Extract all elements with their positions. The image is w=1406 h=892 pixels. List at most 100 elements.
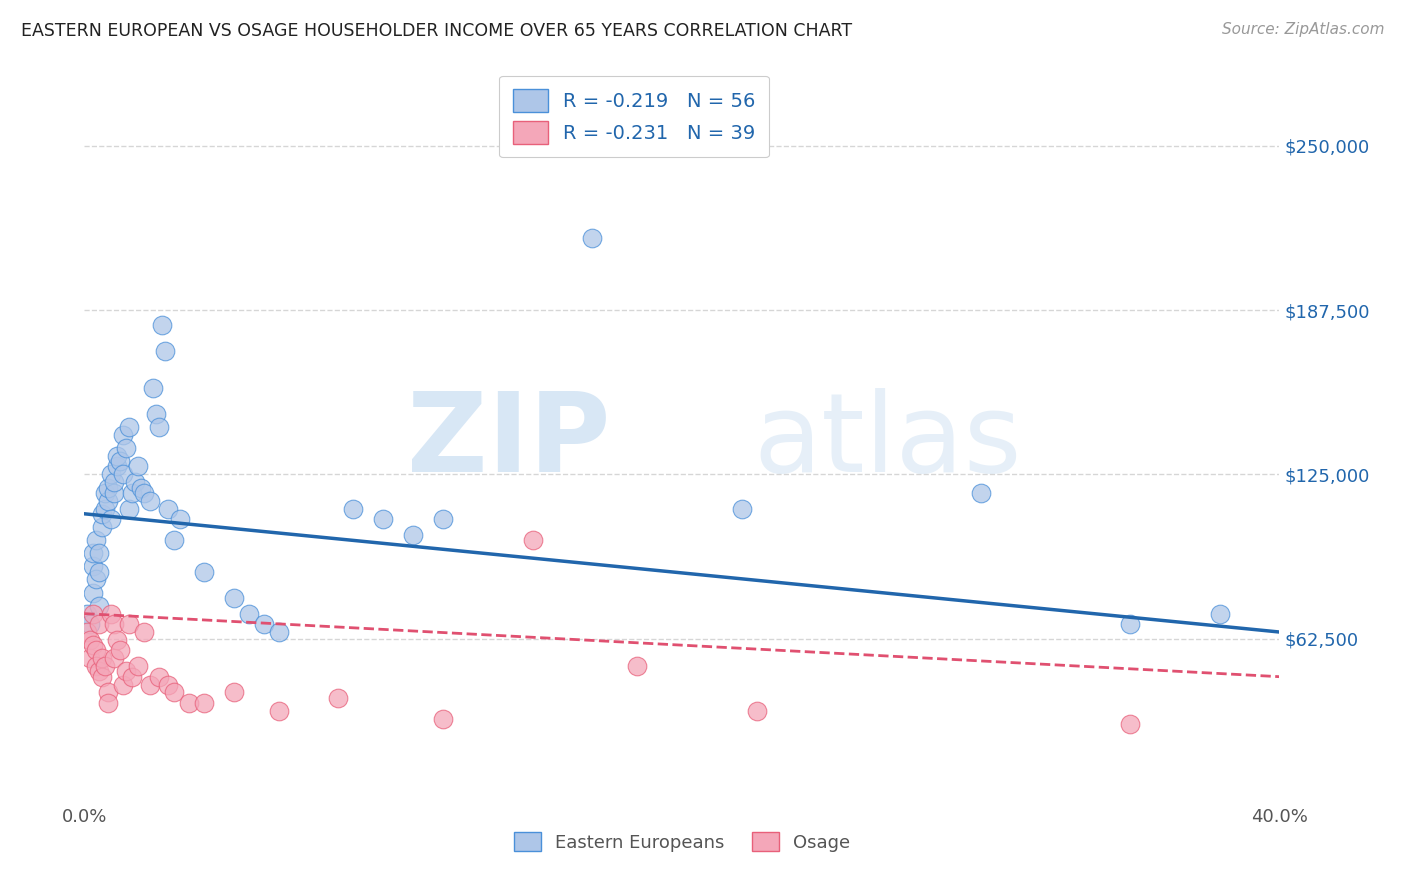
Point xyxy=(127,659,149,673)
Point xyxy=(89,617,111,632)
Point xyxy=(115,665,138,679)
Point xyxy=(139,677,162,691)
Point xyxy=(1119,617,1142,632)
Point xyxy=(163,533,186,547)
Point xyxy=(118,501,141,516)
Point xyxy=(105,632,128,647)
Point xyxy=(731,501,754,516)
Point xyxy=(112,677,135,691)
Text: Source: ZipAtlas.com: Source: ZipAtlas.com xyxy=(1222,22,1385,37)
Point xyxy=(127,459,149,474)
Point xyxy=(86,533,108,547)
Point xyxy=(163,685,186,699)
Point xyxy=(89,546,111,560)
Point xyxy=(153,343,176,358)
Point xyxy=(89,599,111,613)
Point xyxy=(626,659,648,673)
Point xyxy=(432,512,454,526)
Point xyxy=(94,485,117,500)
Legend: Eastern Europeans, Osage: Eastern Europeans, Osage xyxy=(506,825,858,859)
Point xyxy=(402,528,425,542)
Point xyxy=(103,651,125,665)
Point xyxy=(581,231,603,245)
Point xyxy=(82,585,104,599)
Point xyxy=(373,512,395,526)
Point xyxy=(110,643,132,657)
Point xyxy=(157,677,180,691)
Point xyxy=(267,625,290,640)
Point xyxy=(157,501,180,516)
Point xyxy=(82,546,104,560)
Point xyxy=(105,459,128,474)
Point xyxy=(97,685,120,699)
Point xyxy=(970,485,993,500)
Point xyxy=(79,651,101,665)
Point xyxy=(132,485,156,500)
Point xyxy=(97,696,120,710)
Point xyxy=(148,670,170,684)
Point xyxy=(169,512,191,526)
Text: atlas: atlas xyxy=(754,388,1022,495)
Point xyxy=(342,501,364,516)
Point xyxy=(86,643,108,657)
Point xyxy=(91,520,114,534)
Point xyxy=(522,533,544,547)
Point xyxy=(82,559,104,574)
Point xyxy=(121,670,143,684)
Point xyxy=(150,318,173,332)
Point xyxy=(132,625,156,640)
Text: EASTERN EUROPEAN VS OSAGE HOUSEHOLDER INCOME OVER 65 YEARS CORRELATION CHART: EASTERN EUROPEAN VS OSAGE HOUSEHOLDER IN… xyxy=(21,22,852,40)
Point xyxy=(100,607,122,621)
Point xyxy=(86,659,108,673)
Point xyxy=(145,407,167,421)
Point xyxy=(253,617,276,632)
Point xyxy=(82,607,104,621)
Point xyxy=(86,573,108,587)
Point xyxy=(97,493,120,508)
Point xyxy=(100,467,122,482)
Point xyxy=(124,475,146,490)
Point xyxy=(76,607,98,621)
Point xyxy=(121,485,143,500)
Point xyxy=(115,441,138,455)
Point xyxy=(1209,607,1232,621)
Point xyxy=(76,625,98,640)
Point xyxy=(100,512,122,526)
Point xyxy=(129,481,152,495)
Point xyxy=(97,481,120,495)
Point xyxy=(222,685,245,699)
Point xyxy=(91,670,114,684)
Point xyxy=(89,665,111,679)
Point xyxy=(745,704,768,718)
Point xyxy=(94,501,117,516)
Point xyxy=(267,704,290,718)
Point xyxy=(177,696,200,710)
Point xyxy=(79,617,101,632)
Point xyxy=(91,651,114,665)
Point xyxy=(89,565,111,579)
Point xyxy=(112,428,135,442)
Point xyxy=(118,420,141,434)
Point xyxy=(103,475,125,490)
Point xyxy=(148,420,170,434)
Point xyxy=(79,632,101,647)
Point xyxy=(91,507,114,521)
Point xyxy=(112,467,135,482)
Text: ZIP: ZIP xyxy=(406,388,610,495)
Point xyxy=(118,617,141,632)
Point xyxy=(94,659,117,673)
Point xyxy=(103,485,125,500)
Point xyxy=(432,712,454,726)
Point xyxy=(139,493,162,508)
Point xyxy=(193,565,215,579)
Point xyxy=(82,638,104,652)
Point xyxy=(103,617,125,632)
Point xyxy=(105,449,128,463)
Point xyxy=(142,381,165,395)
Point xyxy=(1119,717,1142,731)
Point xyxy=(328,690,350,705)
Point xyxy=(238,607,260,621)
Point xyxy=(222,591,245,605)
Point xyxy=(110,454,132,468)
Point xyxy=(193,696,215,710)
